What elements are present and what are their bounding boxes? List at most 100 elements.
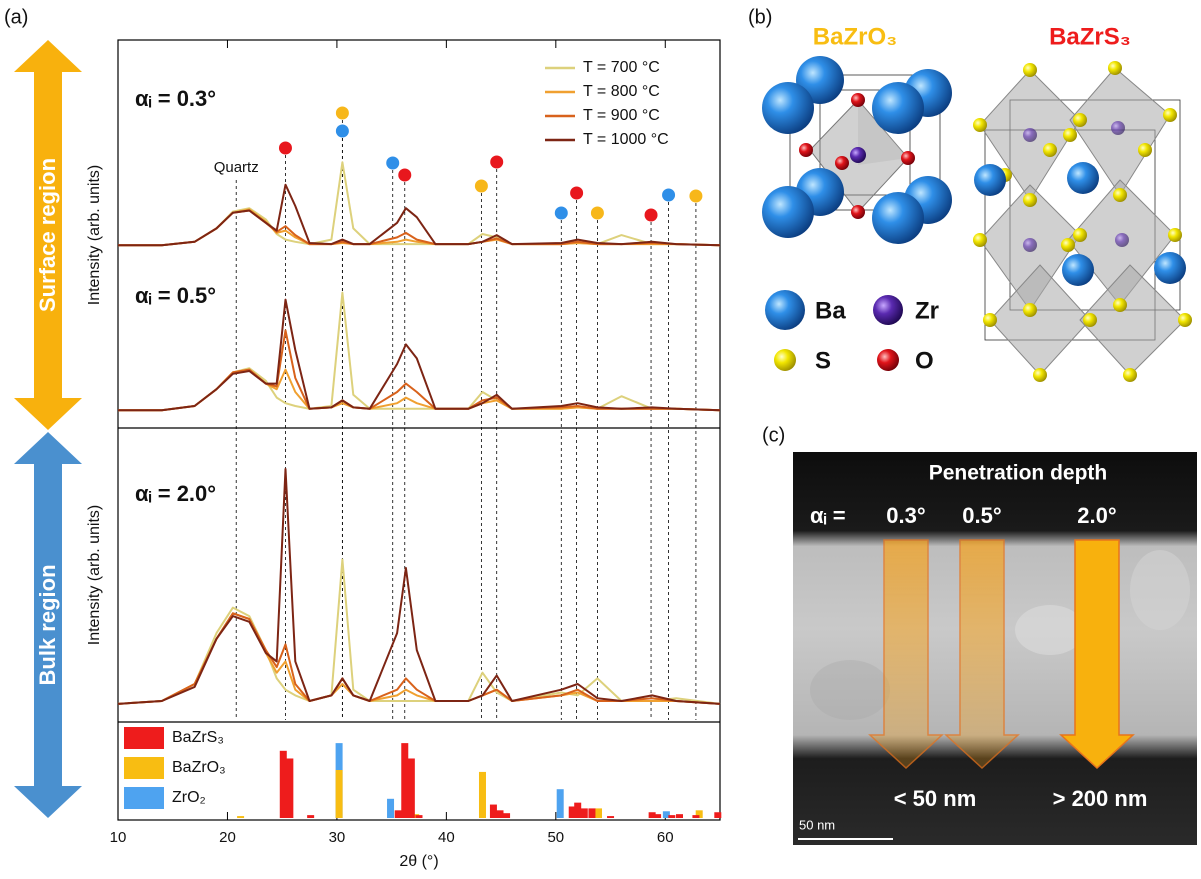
reference-bar [668, 815, 676, 818]
panel-label: (b) [748, 6, 772, 28]
reference-bar [307, 815, 315, 818]
x-tick-label: 50 [547, 829, 564, 846]
depth-arrow [944, 539, 1020, 770]
legend-swatch [124, 757, 164, 779]
legend-label: Ba [815, 297, 846, 324]
micrograph-title: Penetration depth [929, 462, 1108, 485]
reference-bar [489, 804, 497, 818]
legend-label: ZrO₂ [172, 789, 206, 806]
annotation: Quartz [214, 159, 259, 176]
reference-bar [580, 808, 588, 818]
reference-bar [478, 771, 486, 818]
peak-marker [335, 106, 349, 120]
structure-title: BaZrO₃ [813, 23, 897, 50]
alpha-label: αᵢ = [810, 503, 846, 528]
x-tick-label: 20 [219, 829, 236, 846]
peak-marker [590, 206, 604, 220]
reference-bar [279, 750, 287, 818]
depth-arrow [1059, 539, 1135, 770]
side-label: Bulk region [35, 564, 60, 685]
legend-label: T = 1000 °C [583, 131, 669, 148]
reference-bar [286, 758, 294, 818]
scale-bar-label: 50 nm [799, 817, 835, 832]
legend-label: BaZrO₃ [172, 759, 226, 776]
peak-marker [474, 179, 488, 193]
peak-marker [490, 155, 504, 169]
side-label: Surface region [35, 158, 60, 312]
reference-bar [415, 815, 423, 818]
reference-bar [237, 816, 245, 818]
peak-marker [278, 141, 292, 155]
legend-label: BaZrS₃ [172, 729, 224, 746]
legend-label: T = 900 °C [583, 107, 660, 124]
reference-bar [607, 816, 615, 818]
peak-marker [689, 189, 703, 203]
reference-bar [387, 798, 395, 818]
micrograph: Penetration depth αᵢ = 0.3° 0.5° 2.0° < … [793, 452, 1197, 845]
reference-bar [648, 812, 656, 818]
xrd-curve [117, 612, 721, 705]
angle-label: 0.3° [886, 503, 925, 528]
xrd-curve [118, 329, 721, 412]
panel-label: (a) [4, 6, 28, 28]
peak-marker [570, 186, 584, 200]
xrd-curve [118, 291, 721, 412]
reference-bar [335, 770, 343, 818]
y-axis-label: Intensity (arb. units) [86, 165, 103, 306]
reference-bar [595, 808, 603, 818]
reference-bar [503, 813, 511, 818]
plot-frame [117, 39, 721, 821]
xrd-plot: 10 20 30 40 50 60 2θ (°) Quartz T = 700 °C T = 80… [110, 40, 722, 870]
legend-label: T = 800 °C [583, 83, 660, 100]
reference-bar [676, 814, 684, 818]
peak-marker [398, 168, 412, 182]
xrd-curve [118, 209, 721, 247]
x-axis-label: 2θ (°) [399, 853, 438, 870]
angle-label: 0.5° [962, 503, 1001, 528]
panel-title: αᵢ = 0.3° [135, 86, 216, 111]
bulk-arrow: Bulk region [14, 432, 82, 818]
xrd-curve [117, 468, 721, 705]
reference-bar [692, 815, 700, 818]
reference-bar [654, 814, 662, 818]
legend-swatch [124, 727, 164, 749]
panel-label: (c) [762, 424, 785, 446]
atom-legend: Ba Zr S O [765, 290, 939, 374]
surface-arrow: Surface region [14, 40, 82, 430]
reference-bar [714, 812, 722, 818]
reference-bar [568, 806, 576, 818]
xrd-curve [118, 368, 721, 412]
legend-label: O [915, 347, 934, 374]
peak-marker [662, 188, 676, 202]
x-tick-label: 60 [657, 829, 674, 846]
sulfide-structure: BaZrS₃ [973, 23, 1192, 382]
oxide-structure: BaZrO₃ [762, 23, 952, 244]
reference-bar [394, 810, 402, 818]
reference-bar [556, 789, 564, 818]
peak-marker [335, 124, 349, 138]
x-tick-label: 30 [329, 829, 346, 846]
x-tick-label: 10 [110, 829, 127, 846]
panel-title: αᵢ = 0.5° [135, 283, 216, 308]
reference-bar [407, 758, 415, 818]
reference-bar [588, 808, 596, 818]
panel-title: αᵢ = 2.0° [135, 481, 216, 506]
reference-bar [662, 811, 670, 818]
depth-label: > 200 nm [1053, 786, 1148, 811]
y-axis-label: Intensity (arb. units) [86, 505, 103, 646]
reference-bar [574, 802, 582, 818]
x-tick-label: 40 [438, 829, 455, 846]
peak-marker [554, 206, 568, 220]
legend-label: Zr [915, 297, 939, 324]
legend-swatch [124, 787, 164, 809]
peak-marker [386, 156, 400, 170]
xrd-curve [118, 298, 721, 412]
legend-label: S [815, 347, 831, 374]
reference-bar [695, 810, 703, 818]
angle-label: 2.0° [1077, 503, 1116, 528]
depth-arrow [868, 539, 944, 770]
xrd-curve [117, 558, 721, 705]
peak-marker [644, 208, 658, 222]
